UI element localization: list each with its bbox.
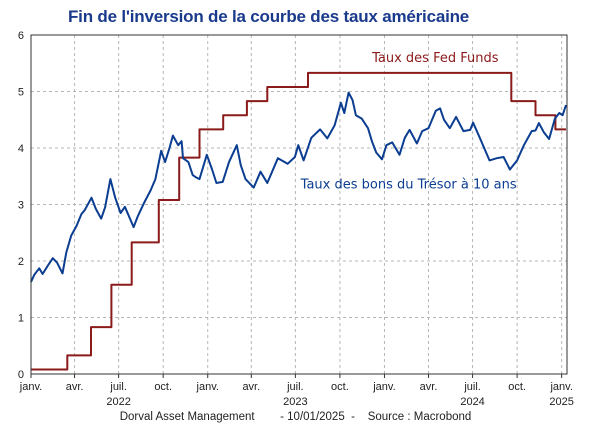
treasury-10y-label: Taux des bons du Trésor à 10 ans <box>300 178 517 193</box>
x-tick-label: avr. <box>420 381 438 393</box>
fed-funds-line <box>31 71 566 371</box>
x-axis-ticks: janv. avr. juil. oct. janv. avr. juil. oct. janv… <box>19 374 573 393</box>
y-tick-label: 5 <box>18 87 24 99</box>
x-tick-label: juil. <box>286 381 304 393</box>
fed-funds-label: Taux des Fed Funds <box>371 51 499 66</box>
chart-title: Fin de l'inversion de la courbe des taux… <box>68 7 470 26</box>
chart-svg: 0 1 2 3 4 5 6 janv. avr. juil. oct. janv. avr. juil.… <box>18 30 574 408</box>
y-tick-label: 0 <box>18 369 24 381</box>
grid <box>31 35 567 374</box>
x-year-label: 2023 <box>283 396 307 408</box>
x-tick-label: avr. <box>66 381 84 393</box>
x-year-label: 2025 <box>549 396 573 408</box>
x-axis-year-labels: 2022 2023 2024 2025 <box>106 396 574 408</box>
series-group <box>30 71 567 371</box>
y-tick-label: 6 <box>18 30 24 42</box>
y-tick-label: 3 <box>18 200 24 212</box>
x-tick-label: juil. <box>463 381 481 393</box>
x-tick-label: oct. <box>508 381 526 393</box>
footer-source: Dorval Asset Management - 10/01/2025 - S… <box>119 411 472 423</box>
x-tick-label: janv. <box>196 381 219 393</box>
x-tick-label: janv. <box>372 381 395 393</box>
y-tick-label: 2 <box>18 256 24 268</box>
x-tick-label: janv. <box>19 381 42 393</box>
y-tick-label: 1 <box>18 313 24 325</box>
plot-frame <box>30 34 568 375</box>
y-axis-ticks: 0 1 2 3 4 5 6 <box>18 30 24 381</box>
x-tick-label: oct. <box>154 381 172 393</box>
treasury-10y-line <box>30 91 567 283</box>
x-tick-label: oct. <box>331 381 349 393</box>
annotations: Taux des Fed Funds Taux des bons du Tréso… <box>300 51 517 193</box>
y-tick-label: 4 <box>18 143 24 155</box>
x-tick-label: janv. <box>549 381 572 393</box>
x-year-label: 2022 <box>106 396 130 408</box>
x-year-label: 2024 <box>460 396 484 408</box>
x-tick-label: juil. <box>109 381 127 393</box>
x-tick-label: avr. <box>242 381 260 393</box>
